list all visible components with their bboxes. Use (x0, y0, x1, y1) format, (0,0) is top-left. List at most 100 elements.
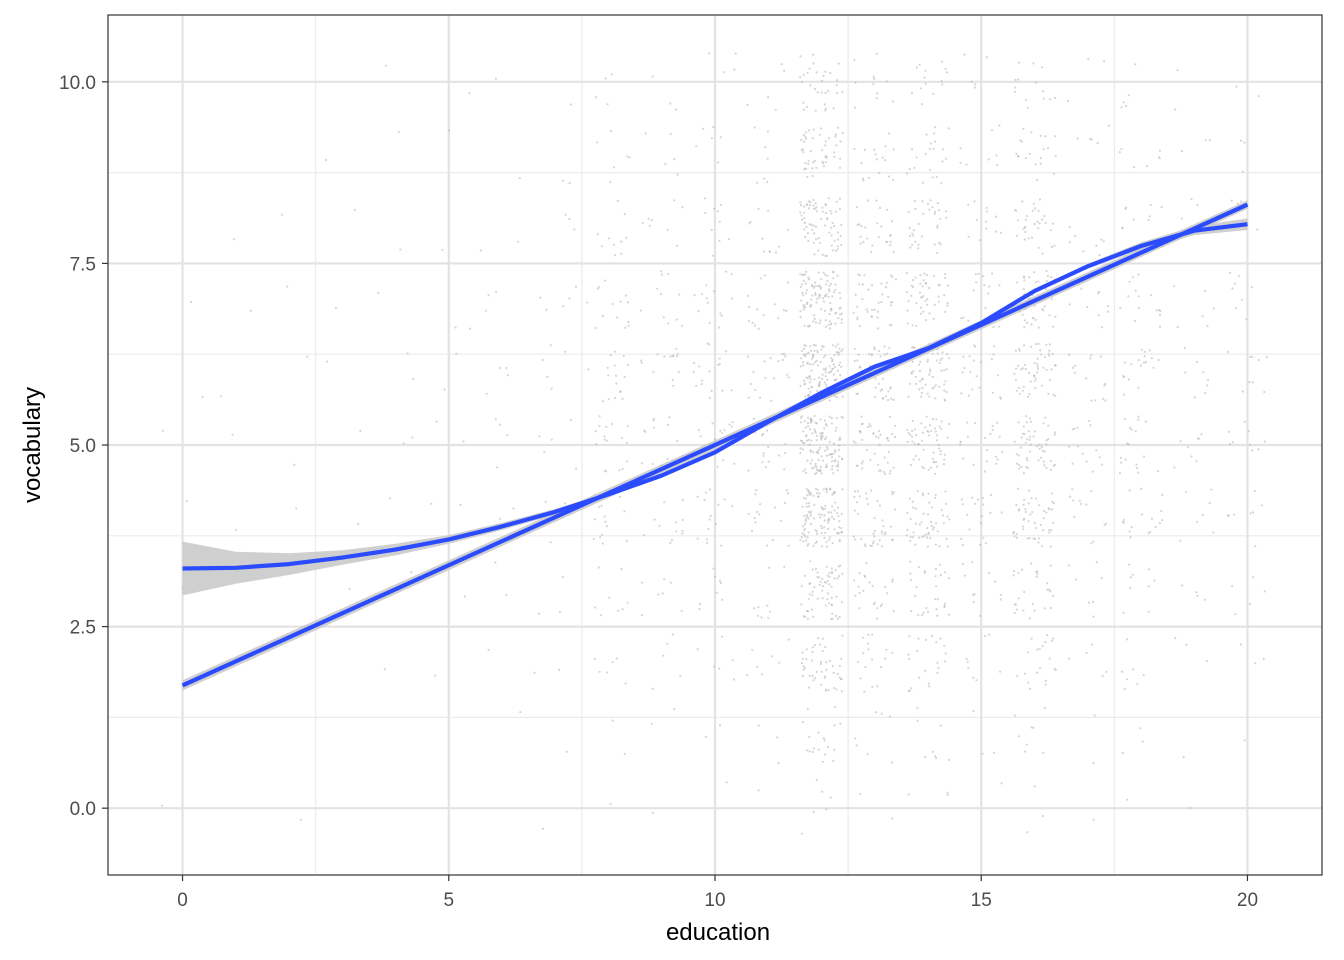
scatter-point (907, 431, 910, 435)
scatter-point (840, 601, 844, 604)
scatter-point (711, 422, 714, 425)
scatter-point (757, 207, 760, 210)
scatter-point (1044, 683, 1047, 686)
scatter-point (762, 250, 766, 253)
scatter-point (823, 419, 827, 422)
scatter-point (809, 514, 812, 517)
scatter-point (770, 399, 773, 402)
scatter-point (1026, 321, 1029, 325)
scatter-point (1026, 437, 1029, 440)
scatter-point (943, 660, 947, 663)
scatter-point (945, 368, 948, 371)
scatter-point (1139, 364, 1142, 367)
scatter-point (620, 568, 623, 571)
scatter-point (1100, 326, 1103, 329)
scatter-point (806, 232, 810, 235)
scatter-point (1118, 151, 1121, 154)
scatter-point (914, 507, 918, 510)
scatter-point (1045, 368, 1048, 371)
scatter-point (830, 234, 833, 237)
scatter-point (831, 249, 835, 252)
scatter-point (867, 288, 870, 291)
scatter-point (878, 206, 882, 209)
scatter-point (573, 228, 576, 231)
scatter-point (810, 439, 813, 442)
scatter-point (960, 498, 964, 501)
scatter-point (828, 602, 831, 605)
scatter-point (867, 633, 870, 636)
scatter-point (837, 575, 841, 578)
scatter-point (918, 523, 922, 526)
scatter-point (934, 543, 938, 546)
scatter-point (948, 357, 951, 360)
scatter-point (626, 363, 629, 367)
scatter-point (830, 596, 833, 600)
scatter-point (909, 539, 912, 542)
scatter-point (884, 531, 887, 534)
scatter-point (712, 567, 715, 570)
scatter-point (889, 304, 893, 307)
scatter-point (836, 248, 840, 251)
scatter-point (827, 511, 830, 514)
scatter-point (1035, 527, 1038, 530)
scatter-point (1034, 207, 1037, 210)
scatter-point (1036, 357, 1039, 360)
scatter-point (828, 365, 831, 368)
scatter-point (808, 443, 811, 446)
scatter-point (802, 665, 805, 668)
scatter-point (812, 204, 815, 207)
scatter-point (750, 382, 753, 386)
scatter-point (830, 370, 833, 373)
scatter-point (1033, 223, 1036, 226)
scatter-point (834, 345, 838, 348)
scatter-point (1074, 578, 1077, 581)
scatter-point (805, 514, 809, 517)
scatter-point (799, 201, 802, 204)
scatter-point (1054, 395, 1057, 398)
scatter-point (840, 321, 843, 324)
scatter-point (357, 522, 360, 526)
scatter-point (820, 683, 823, 686)
scatter-point (802, 430, 805, 433)
scatter-point (1013, 372, 1016, 375)
scatter-point (835, 378, 838, 381)
scatter-point (818, 294, 822, 297)
scatter-point (606, 671, 609, 674)
scatter-point (924, 669, 927, 672)
scatter-point (659, 293, 663, 296)
scatter-point (770, 655, 774, 658)
scatter-point (626, 460, 629, 463)
scatter-point (941, 357, 944, 360)
scatter-point (669, 132, 672, 136)
scatter-point (1257, 95, 1260, 98)
scatter-point (925, 606, 928, 610)
scatter-point (598, 425, 601, 428)
scatter-point (1150, 517, 1153, 520)
scatter-point (909, 560, 912, 563)
scatter-point (1149, 203, 1152, 207)
scatter-point (805, 505, 808, 508)
scatter-point (864, 226, 867, 229)
scatter-point (973, 86, 977, 89)
scatter-point (1158, 313, 1162, 317)
scatter-point (620, 436, 624, 440)
scatter-point (925, 133, 928, 136)
scatter-point (675, 521, 678, 524)
scatter-point (1024, 750, 1027, 753)
scatter-point (943, 389, 946, 392)
scatter-point (1015, 389, 1018, 392)
scatter-point (1173, 285, 1176, 288)
scatter-point (922, 310, 925, 313)
scatter-point (574, 285, 578, 288)
scatter-point (773, 377, 776, 380)
scatter-point (1248, 381, 1251, 384)
scatter-point (972, 710, 975, 713)
scatter-point (824, 504, 827, 507)
scatter-points (160, 52, 1268, 835)
scatter-point (944, 157, 948, 160)
scatter-point (1137, 307, 1140, 310)
scatter-point (1133, 166, 1136, 169)
scatter-point (499, 366, 502, 370)
scatter-point (601, 542, 605, 545)
